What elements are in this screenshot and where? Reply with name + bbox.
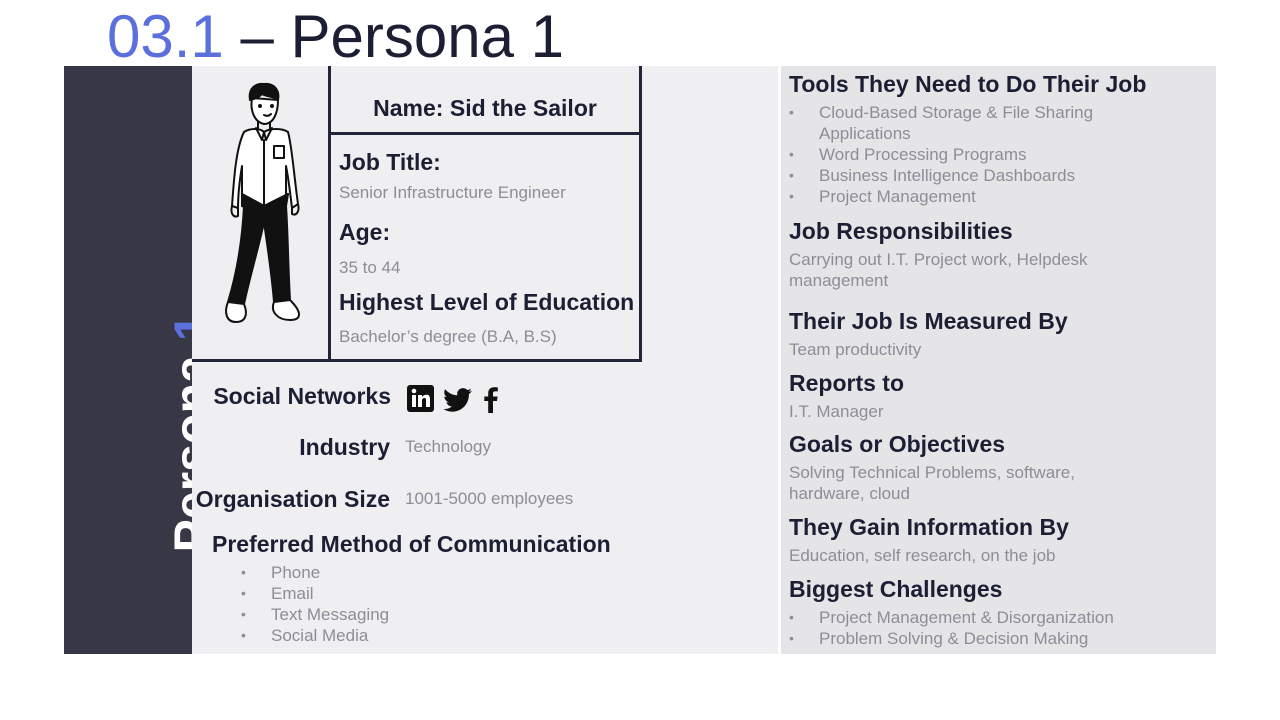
industry-value: Technology <box>405 437 492 456</box>
education-label: Highest Level of Education <box>339 289 635 315</box>
organisation-size-value: 1001-5000 employees <box>405 489 574 508</box>
education-value: Bachelor’s degree (B.A, B.S) <box>339 327 557 346</box>
list-item: Business Intelligence Dashboards <box>789 165 1119 186</box>
facebook-icon[interactable] <box>484 386 498 413</box>
list-item: Project Management & Disorganization <box>789 607 1114 628</box>
gain-information-label: They Gain Information By <box>789 514 1069 540</box>
persona-sidebar: Persona 1 <box>64 66 220 654</box>
responsibilities-label: Job Responsibilities <box>789 218 1013 244</box>
twitter-icon[interactable] <box>443 388 472 412</box>
job-title-label: Job Title: <box>339 149 441 175</box>
list-item: Word Processing Programs <box>789 144 1119 165</box>
job-title-value: Senior Infrastructure Engineer <box>339 183 566 202</box>
list-item: Text Messaging <box>241 604 389 625</box>
list-item: Cloud-Based Storage & File Sharing Appli… <box>789 102 1119 144</box>
responsibilities-value: Carrying out I.T. Project work, Helpdesk… <box>789 250 1088 290</box>
reports-to-label: Reports to <box>789 370 904 396</box>
title-text: – Persona 1 <box>223 3 565 70</box>
measured-by-value: Team productivity <box>789 340 922 359</box>
list-item: Social Media <box>241 625 389 646</box>
avatar-box <box>192 66 331 362</box>
profile-info-box: Name: Sid the Sailor Job Title: Senior I… <box>331 66 642 362</box>
communication-list: Phone Email Text Messaging Social Media <box>241 562 389 646</box>
goals-value: Solving Technical Problems, software, ha… <box>789 463 1075 503</box>
challenges-label: Biggest Challenges <box>789 576 1003 602</box>
gain-information-value: Education, self research, on the job <box>789 546 1056 565</box>
challenges-list: Project Management & Disorganization Pro… <box>789 607 1114 649</box>
section-number: 03.1 <box>107 3 224 70</box>
goals-label: Goals or Objectives <box>789 431 1006 457</box>
measured-by-label: Their Job Is Measured By <box>789 308 1068 334</box>
list-item: Email <box>241 583 389 604</box>
communication-label: Preferred Method of Communication <box>212 531 611 557</box>
persona-name: Name: Sid the Sailor <box>373 95 597 121</box>
age-label: Age: <box>339 219 391 245</box>
industry-label: Industry <box>299 434 390 460</box>
page-title: 03.1 – Persona 1 <box>107 2 564 72</box>
name-row: Name: Sid the Sailor <box>331 66 639 135</box>
list-item: Problem Solving & Decision Making <box>789 628 1114 649</box>
linkedin-icon[interactable] <box>407 385 434 412</box>
list-item: Project Management <box>789 186 1119 207</box>
tools-label: Tools They Need to Do Their Job <box>789 71 1147 97</box>
organisation-size-label: Organisation Size <box>195 486 390 512</box>
social-networks-label: Social Networks <box>213 383 391 409</box>
reports-to-value: I.T. Manager <box>789 402 884 421</box>
avatar <box>225 82 300 323</box>
tools-list: Cloud-Based Storage & File Sharing Appli… <box>789 102 1119 207</box>
age-value: 35 to 44 <box>339 258 401 277</box>
list-item: Phone <box>241 562 389 583</box>
